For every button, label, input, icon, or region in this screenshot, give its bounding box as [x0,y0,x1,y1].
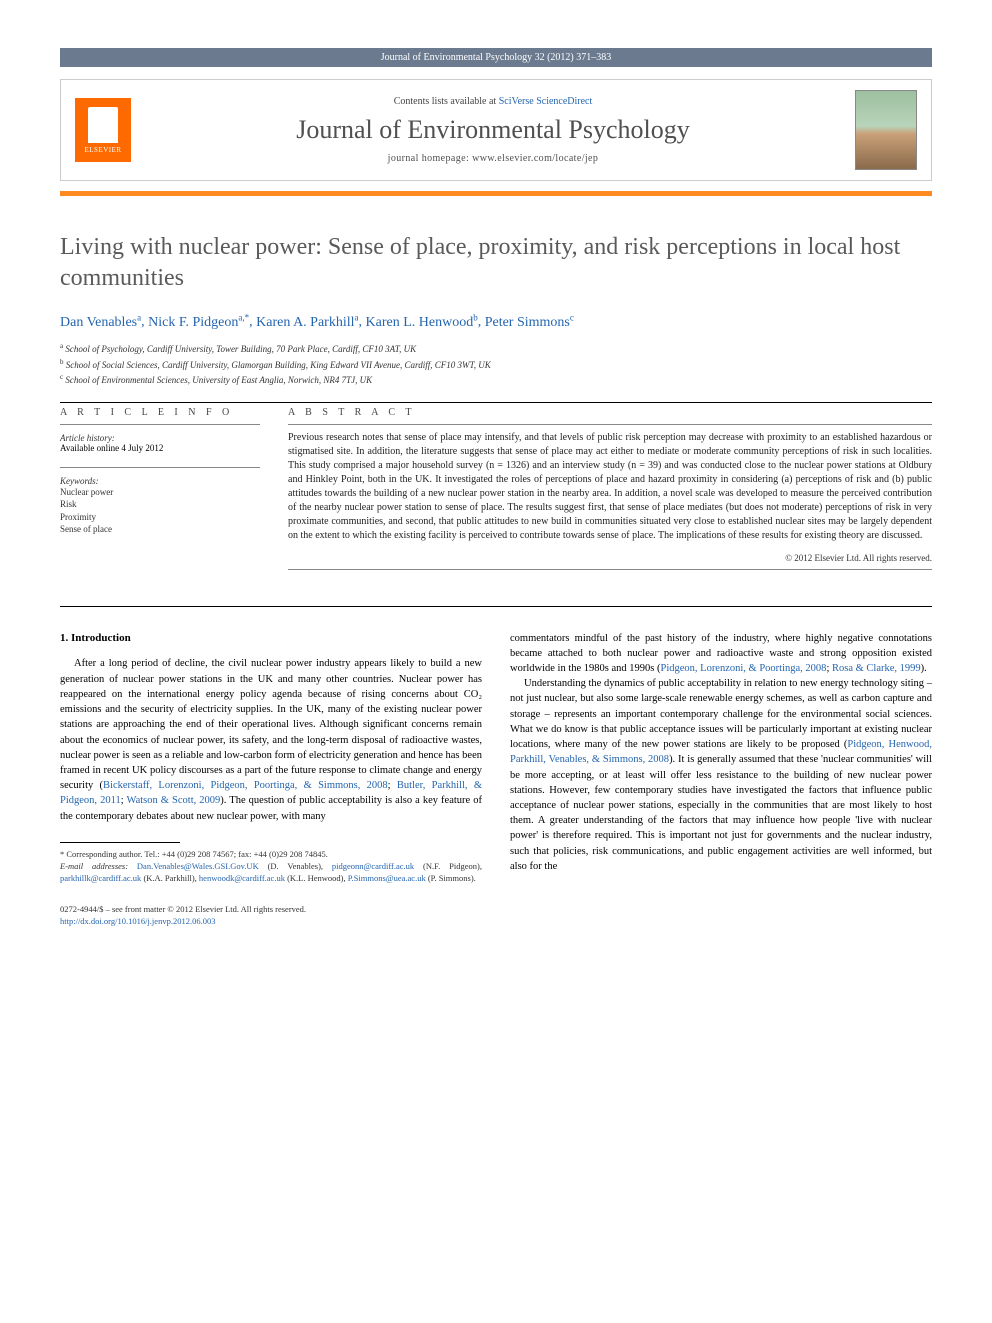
author: Peter Simmonsc [485,315,574,330]
accent-bar [60,191,932,196]
journal-panel: ELSEVIER Contents lists available at Sci… [60,79,932,181]
contents-prefix: Contents lists available at [394,96,499,107]
affiliation-b: b School of Social Sciences, Cardiff Uni… [60,357,932,373]
affiliation-c: c School of Environmental Sciences, Univ… [60,372,932,388]
footnotes: * Corresponding author. Tel.: +44 (0)29 … [60,849,482,885]
article-info-heading: A R T I C L E I N F O [60,407,260,418]
article-title: Living with nuclear power: Sense of plac… [60,232,932,294]
body-column-left: 1. Introduction After a long period of d… [60,631,482,928]
keyword: Proximity [60,511,260,524]
email-link[interactable]: parkhillk@cardiff.ac.uk [60,873,141,883]
author: Dan Venablesa [60,315,141,330]
bottom-row: 0272-4944/$ – see front matter © 2012 El… [60,903,482,928]
journal-name: Journal of Environmental Psychology [149,115,837,145]
running-header: Journal of Environmental Psychology 32 (… [60,48,932,67]
article-info: A R T I C L E I N F O Article history: A… [60,407,260,570]
page: Journal of Environmental Psychology 32 (… [0,0,992,975]
homepage-line: journal homepage: www.elsevier.com/locat… [149,153,837,164]
panel-center: Contents lists available at SciVerse Sci… [149,96,837,164]
homepage-url[interactable]: www.elsevier.com/locate/jep [472,153,598,164]
keywords-list: Nuclear powerRiskProximitySense of place [60,486,260,536]
info-abstract-row: A R T I C L E I N F O Article history: A… [60,407,932,570]
affiliations: a School of Psychology, Cardiff Universi… [60,341,932,388]
citation-link[interactable]: Rosa & Clarke, 1999 [832,663,921,674]
divider [60,606,932,607]
keywords-label: Keywords: [60,476,260,486]
body-columns: 1. Introduction After a long period of d… [60,631,932,928]
email-addresses: E-mail addresses: Dan.Venables@Wales.GSI… [60,861,482,885]
footnote-separator [60,842,180,843]
email-link[interactable]: Dan.Venables@Wales.GSI.Gov.UK [137,861,259,871]
corresponding-author: * Corresponding author. Tel.: +44 (0)29 … [60,849,482,861]
elsevier-logo: ELSEVIER [75,98,131,162]
keyword: Sense of place [60,523,260,536]
paragraph: commentators mindful of the past history… [510,631,932,677]
author: Karen L. Henwoodb [366,315,478,330]
history-label: Article history: [60,433,260,443]
journal-cover-thumb [855,90,917,170]
abstract-text: Previous research notes that sense of pl… [288,431,932,543]
abstract-heading: A B S T R A C T [288,407,932,418]
email-link[interactable]: henwoodk@cardiff.ac.uk [199,873,285,883]
citation-link[interactable]: Watson & Scott, 2009 [127,795,221,806]
abstract: A B S T R A C T Previous research notes … [288,407,932,570]
section-heading: 1. Introduction [60,631,482,647]
email-link[interactable]: pidgeonn@cardiff.ac.uk [332,861,414,871]
author: Nick F. Pidgeona,* [148,315,249,330]
contents-line: Contents lists available at SciVerse Sci… [149,96,837,107]
citation-link[interactable]: Bickerstaff, Lorenzoni, Pidgeon, Poortin… [103,780,388,791]
history-value: Available online 4 July 2012 [60,443,260,453]
issn-copyright: 0272-4944/$ – see front matter © 2012 El… [60,903,306,928]
body-column-right: commentators mindful of the past history… [510,631,932,928]
paragraph: After a long period of decline, the civi… [60,656,482,823]
abstract-copyright: © 2012 Elsevier Ltd. All rights reserved… [288,553,932,563]
keyword: Nuclear power [60,486,260,499]
elsevier-tree-icon [88,107,118,143]
elsevier-label: ELSEVIER [84,146,121,154]
affiliation-a: a School of Psychology, Cardiff Universi… [60,341,932,357]
doi-link[interactable]: http://dx.doi.org/10.1016/j.jenvp.2012.0… [60,916,215,926]
paragraph: Understanding the dynamics of public acc… [510,676,932,874]
homepage-prefix: journal homepage: [388,153,472,164]
sciencedirect-link[interactable]: SciVerse ScienceDirect [499,96,593,107]
keyword: Risk [60,498,260,511]
email-link[interactable]: P.Simmons@uea.ac.uk [348,873,426,883]
author: Karen A. Parkhilla [256,315,358,330]
divider [60,402,932,403]
citation-link[interactable]: Pidgeon, Lorenzoni, & Poortinga, 2008 [660,663,826,674]
authors: Dan Venablesa, Nick F. Pidgeona,*, Karen… [60,312,932,331]
